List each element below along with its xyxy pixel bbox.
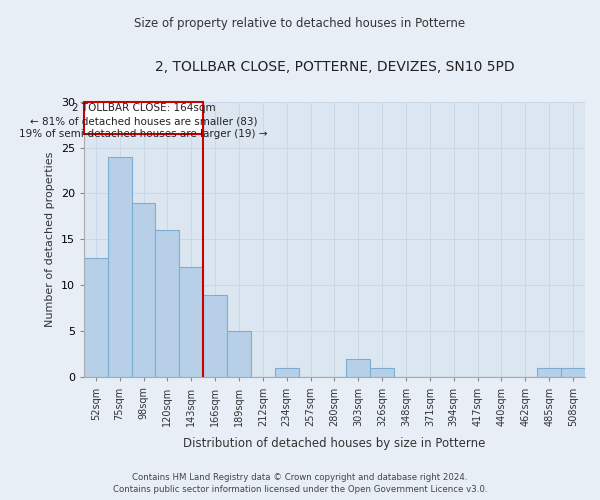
Bar [131,202,155,378]
Bar [275,368,299,378]
Bar [155,230,179,378]
Text: Contains HM Land Registry data © Crown copyright and database right 2024.
Contai: Contains HM Land Registry data © Crown c… [113,473,487,494]
Title: 2, TOLLBAR CLOSE, POTTERNE, DEVIZES, SN10 5PD: 2, TOLLBAR CLOSE, POTTERNE, DEVIZES, SN1… [155,60,514,74]
Bar [370,368,394,378]
Text: 2 TOLLBAR CLOSE: 164sqm
← 81% of detached houses are smaller (83)
19% of semi-de: 2 TOLLBAR CLOSE: 164sqm ← 81% of detache… [19,103,268,140]
X-axis label: Distribution of detached houses by size in Potterne: Distribution of detached houses by size … [183,437,485,450]
Bar [179,267,203,378]
Bar [84,258,108,378]
Bar [346,359,370,378]
Bar [227,332,251,378]
Bar [108,156,131,378]
Bar [561,368,585,378]
Bar [537,368,561,378]
Y-axis label: Number of detached properties: Number of detached properties [45,152,55,327]
Text: Size of property relative to detached houses in Potterne: Size of property relative to detached ho… [134,18,466,30]
Bar [84,102,203,134]
Bar [203,294,227,378]
